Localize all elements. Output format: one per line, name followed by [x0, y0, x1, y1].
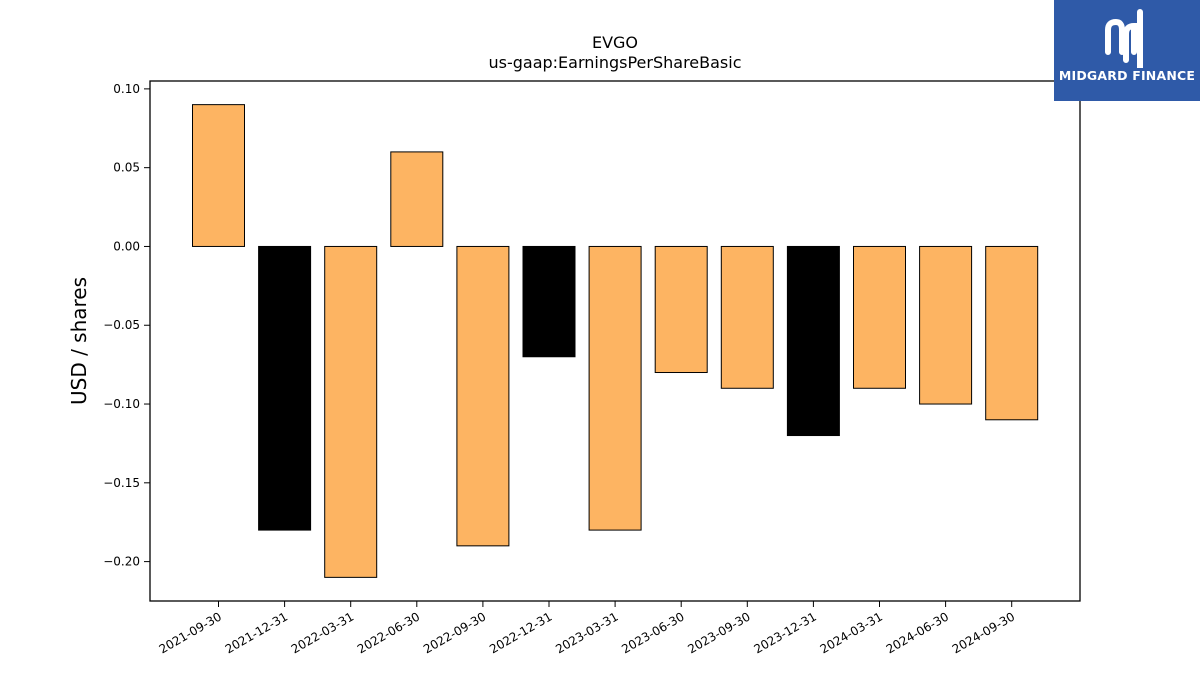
x-tick-label: 2023-06-30	[619, 609, 686, 656]
x-tick-label: 2022-09-30	[421, 609, 488, 656]
x-tick-label: 2023-09-30	[685, 609, 752, 656]
x-tick-label: 2023-12-31	[751, 609, 818, 656]
y-tick-label: −0.10	[103, 397, 140, 411]
bar-2023-06-30	[654, 245, 708, 374]
x-tick-label: 2021-12-31	[223, 609, 290, 656]
bar-2022-06-30	[390, 151, 444, 247]
bars	[192, 104, 1039, 578]
y-axis-label: USD / shares	[67, 277, 91, 405]
plot-frame	[149, 80, 1081, 602]
x-tick-label: 2024-03-31	[818, 609, 885, 656]
y-tick-label: −0.15	[103, 476, 140, 490]
bar-2022-09-30	[456, 245, 510, 547]
x-tick-label: 2024-06-30	[884, 609, 951, 656]
chart-title: EVGO	[592, 33, 638, 52]
y-tick-label: 0.00	[113, 239, 140, 253]
x-tick-label: 2022-03-31	[289, 609, 356, 656]
bar-2022-03-31	[324, 245, 378, 578]
x-tick-label: 2021-09-30	[157, 609, 224, 656]
x-tick-label: 2023-03-31	[553, 609, 620, 656]
midgard-logo-icon	[1105, 9, 1143, 68]
logo-text: MIDGARD FINANCE	[1058, 68, 1196, 83]
x-tick-label: 2022-06-30	[355, 609, 422, 656]
midgard-finance-logo: MIDGARD FINANCE	[1054, 0, 1200, 101]
bar-2024-06-30	[919, 245, 973, 405]
y-tick-label: 0.05	[113, 161, 140, 175]
y-tick-label: −0.05	[103, 318, 140, 332]
x-tick-label: 2022-12-31	[487, 609, 554, 656]
y-axis-ticks: 0.10 0.05 0.00 −0.05 −0.10 −0.15 −0.20	[103, 82, 150, 569]
chart-subtitle: us-gaap:EarningsPerShareBasic	[488, 53, 741, 72]
bar-2022-12-31	[522, 245, 576, 358]
bar-2024-03-31	[853, 245, 906, 389]
y-tick-label: 0.10	[113, 82, 140, 96]
y-tick-label: −0.20	[103, 555, 140, 569]
bar-2021-09-30	[192, 104, 245, 247]
bar-2021-12-31	[258, 245, 312, 531]
x-tick-label: 2024-09-30	[950, 609, 1017, 656]
bar-2023-03-31	[588, 245, 642, 531]
bar-2023-09-30	[720, 245, 774, 389]
bar-2023-12-31	[786, 245, 840, 437]
x-axis-ticks: 2021-09-302021-12-312022-03-312022-06-30…	[157, 601, 1017, 656]
bar-2024-09-30	[985, 245, 1039, 421]
